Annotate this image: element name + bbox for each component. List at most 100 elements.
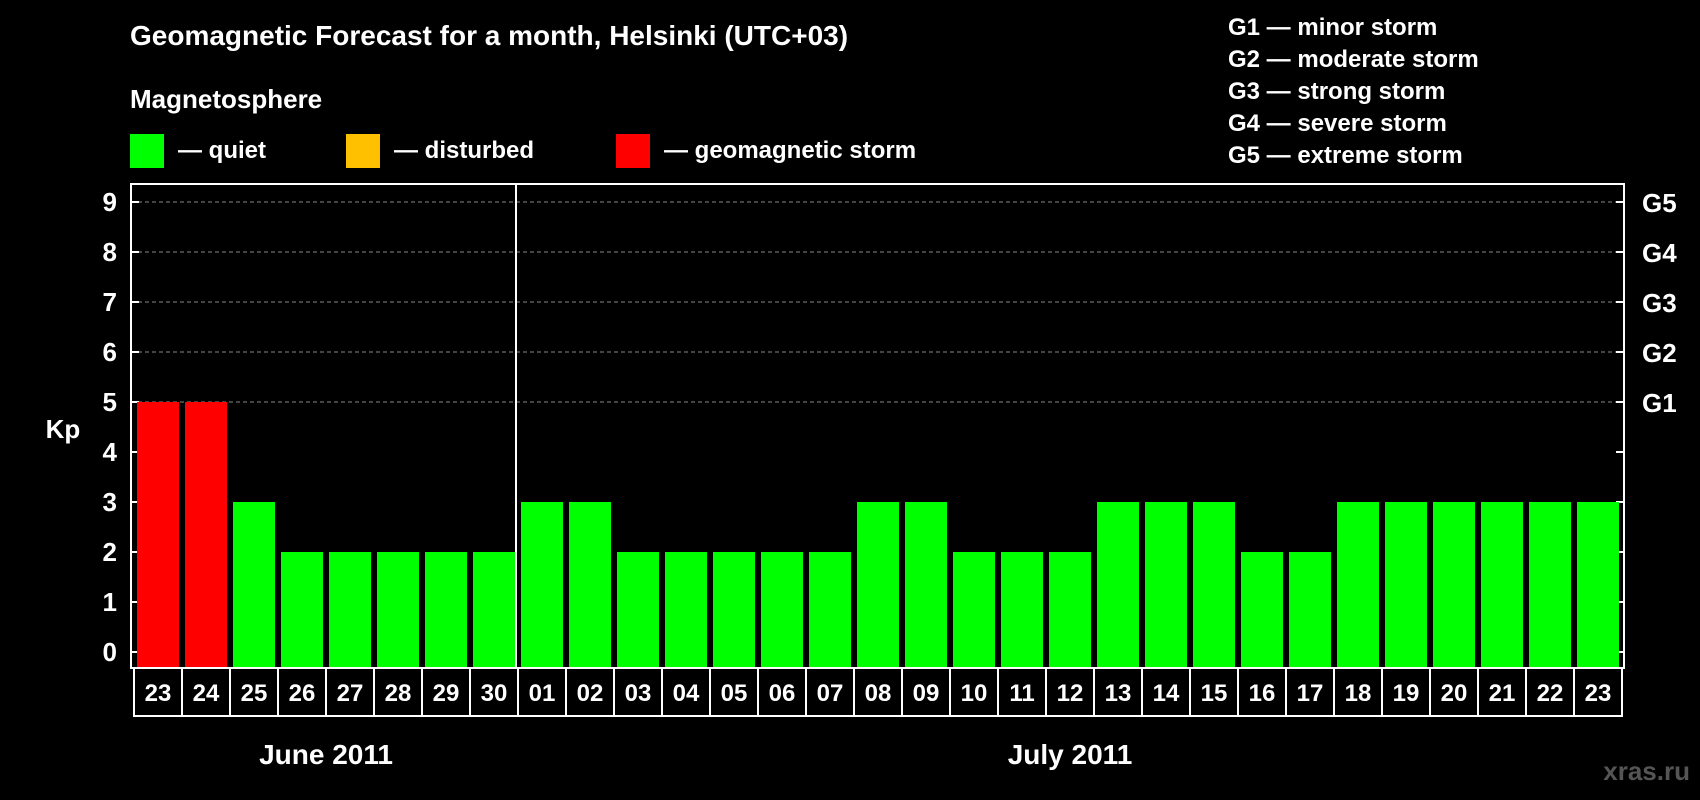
y-tick-label: 2: [103, 537, 117, 567]
month-label: July 2011: [1008, 739, 1133, 770]
bar: [329, 552, 371, 668]
y-tick-label: 4: [103, 437, 118, 467]
x-tick-label: 22: [1537, 680, 1564, 707]
x-tick-label: 20: [1441, 680, 1468, 707]
watermark: xras.ru: [1603, 756, 1690, 786]
g-scale-label: G4: [1642, 238, 1677, 268]
x-tick-label: 08: [865, 680, 892, 707]
x-tick-label: 17: [1297, 680, 1324, 707]
bar: [761, 552, 803, 668]
x-tick-label: 05: [721, 680, 748, 707]
x-tick-label: 24: [193, 680, 220, 707]
y-tick-label: 1: [103, 587, 117, 617]
bar: [713, 552, 755, 668]
bar: [953, 552, 995, 668]
bar: [137, 402, 179, 668]
x-tick-label: 18: [1345, 680, 1372, 707]
bar: [809, 552, 851, 668]
x-tick-label: 10: [961, 680, 988, 707]
x-tick-label: 26: [289, 680, 316, 707]
y-axis-label: Kp: [46, 414, 81, 444]
legend-item-disturbed: — disturbed: [346, 134, 534, 168]
bar: [1433, 502, 1475, 668]
x-tick-label: 04: [673, 680, 700, 707]
y-tick-label: 8: [103, 237, 117, 267]
bar: [425, 552, 467, 668]
bar: [569, 502, 611, 668]
bar: [1145, 502, 1187, 668]
x-tick-label: 02: [577, 680, 604, 707]
storm-scale-g4: G4 — severe storm: [1228, 110, 1447, 137]
x-tick-label: 23: [1585, 680, 1612, 707]
day-row: [133, 667, 1623, 717]
bar: [905, 502, 947, 668]
bar: [1481, 502, 1523, 668]
legend-label-storm: — geomagnetic storm: [664, 137, 917, 164]
bar: [665, 552, 707, 668]
bar: [1001, 552, 1043, 668]
storm-scale-g2: G2 — moderate storm: [1228, 46, 1479, 73]
x-tick-label: 07: [817, 680, 844, 707]
x-tick-label: 29: [433, 680, 460, 707]
x-tick-label: 14: [1153, 680, 1180, 707]
bar: [233, 502, 275, 668]
legend-swatch-disturbed: [346, 134, 380, 168]
x-tick-label: 01: [529, 680, 556, 707]
legend-item-storm: — geomagnetic storm: [616, 134, 916, 168]
chart-title: Geomagnetic Forecast for a month, Helsin…: [130, 20, 849, 51]
x-tick-label: 30: [481, 680, 508, 707]
x-tick-label: 23: [145, 680, 172, 707]
legend-swatch-storm: [616, 134, 650, 168]
bar: [473, 552, 515, 668]
storm-scale-g3: G3 — strong storm: [1228, 78, 1446, 105]
storm-scale-g5: G5 — extreme storm: [1228, 142, 1463, 169]
bar: [1097, 502, 1139, 668]
y-tick-label: 5: [103, 387, 117, 417]
bar: [1193, 502, 1235, 668]
x-tick-label: 25: [241, 680, 268, 707]
legend-label-quiet: — quiet: [178, 137, 266, 164]
y-tick-label: 6: [103, 337, 117, 367]
bar: [1577, 502, 1619, 668]
bar: [1337, 502, 1379, 668]
bar: [857, 502, 899, 668]
bar: [281, 552, 323, 668]
bar: [1289, 552, 1331, 668]
y-tick-label: 7: [103, 287, 117, 317]
bar: [1241, 552, 1283, 668]
y-tick-label: 3: [103, 487, 117, 517]
x-tick-label: 12: [1057, 680, 1084, 707]
x-tick-label: 28: [385, 680, 412, 707]
legend-label-disturbed: — disturbed: [394, 137, 535, 164]
legend-heading: Magnetosphere: [130, 84, 323, 114]
bar: [377, 552, 419, 668]
x-tick-label: 06: [769, 680, 796, 707]
bar: [617, 552, 659, 668]
legend-item-quiet: — quiet: [130, 134, 266, 168]
storm-scale-list: G1 — minor storm G2 — moderate storm G3 …: [1228, 12, 1479, 172]
g-scale-label: G5: [1642, 188, 1677, 218]
x-tick-label: 15: [1201, 680, 1228, 707]
bar: [1049, 552, 1091, 668]
x-tick-label: 16: [1249, 680, 1276, 707]
x-tick-label: 19: [1393, 680, 1420, 707]
x-tick-label: 09: [913, 680, 940, 707]
bar: [1529, 502, 1571, 668]
bar: [185, 402, 227, 668]
legend-swatch-quiet: [130, 134, 164, 168]
bar: [1385, 502, 1427, 668]
g-scale-label: G3: [1642, 288, 1677, 318]
x-tick-label: 03: [625, 680, 652, 707]
g-scale-label: G1: [1642, 388, 1677, 418]
y-tick-label: 0: [103, 637, 117, 667]
storm-scale-g1: G1 — minor storm: [1228, 14, 1438, 41]
x-tick-label: 21: [1489, 680, 1516, 707]
y-tick-label: 9: [103, 187, 117, 217]
month-label: June 2011: [259, 739, 393, 770]
x-tick-label: 11: [1009, 680, 1034, 707]
bar: [521, 502, 563, 668]
g-scale-label: G2: [1642, 338, 1677, 368]
x-tick-label: 13: [1105, 680, 1132, 707]
x-tick-label: 27: [337, 680, 364, 707]
